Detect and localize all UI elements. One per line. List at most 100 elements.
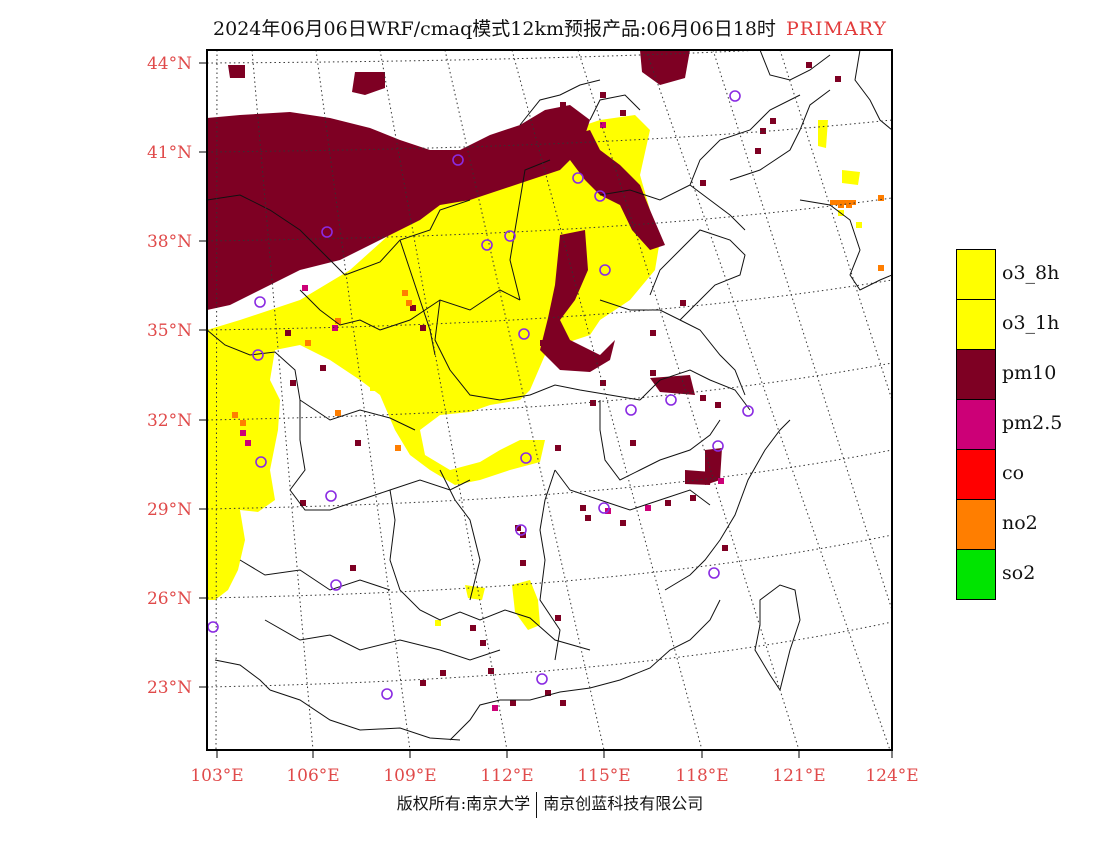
pm10-region-north bbox=[207, 105, 590, 310]
lon-label: 118°E bbox=[675, 766, 728, 786]
station-marker bbox=[381, 688, 393, 700]
legend-label: no2 bbox=[1002, 512, 1038, 534]
station-marker bbox=[712, 440, 724, 452]
legend-item: co bbox=[956, 449, 1096, 500]
latitude-labels: 44°N 41°N 38°N 35°N 32°N 29°N 26°N 23°N bbox=[147, 54, 192, 698]
grid-cell bbox=[878, 195, 884, 201]
station-marker bbox=[520, 452, 532, 464]
station-marker bbox=[254, 296, 266, 308]
grid-cell bbox=[240, 420, 246, 426]
station-marker bbox=[729, 90, 741, 102]
title-text: 2024年06月06日WRF/cmaq模式12km预报产品:06月06日18时 bbox=[213, 18, 776, 40]
station-marker bbox=[504, 230, 516, 242]
legend-item: o3_1h bbox=[956, 299, 1096, 350]
station-marker bbox=[599, 264, 611, 276]
station-marker bbox=[518, 328, 530, 340]
grid-cell bbox=[350, 565, 356, 571]
grid-cell bbox=[290, 380, 296, 386]
legend-item: o3_8h bbox=[956, 249, 1096, 300]
legend-label: pm2.5 bbox=[1002, 412, 1063, 434]
legend-item: so2 bbox=[956, 549, 1096, 600]
grid-cell bbox=[520, 560, 526, 566]
grid-cell bbox=[300, 500, 306, 506]
graticule bbox=[207, 50, 892, 750]
grid-cell bbox=[590, 400, 596, 406]
legend-swatch bbox=[956, 249, 996, 300]
grid-cell bbox=[770, 118, 776, 124]
grid-cell bbox=[580, 505, 586, 511]
grid-cell bbox=[492, 705, 498, 711]
no2-streak bbox=[830, 200, 856, 205]
grid-cell bbox=[430, 215, 436, 221]
station-marker bbox=[572, 172, 584, 184]
station-marker bbox=[625, 404, 637, 416]
legend-label: co bbox=[1002, 462, 1025, 484]
legend-swatch bbox=[956, 349, 996, 400]
grid-cell bbox=[600, 380, 606, 386]
grid-cell bbox=[755, 148, 761, 154]
grid-cell bbox=[335, 318, 341, 324]
grid-cell bbox=[355, 440, 361, 446]
grid-cell bbox=[700, 180, 706, 186]
grid-cell bbox=[320, 365, 326, 371]
grid-cell bbox=[305, 340, 311, 346]
grid-cell bbox=[806, 62, 812, 68]
grid-cell bbox=[700, 395, 706, 401]
legend-swatch bbox=[956, 549, 996, 600]
copyright-footer: 版权所有:南京大学 南京创蓝科技有限公司 bbox=[0, 790, 1100, 818]
lon-label: 112°E bbox=[480, 766, 533, 786]
grid-cell bbox=[555, 615, 561, 621]
map-title: 2024年06月06日WRF/cmaq模式12km预报产品:06月06日18时 P… bbox=[0, 14, 1100, 41]
grid-cell bbox=[285, 330, 291, 336]
lon-label: 115°E bbox=[577, 766, 630, 786]
legend-label: o3_8h bbox=[1002, 262, 1060, 284]
grid-cell bbox=[540, 340, 546, 346]
grid-cell bbox=[585, 515, 591, 521]
legend-label: pm10 bbox=[1002, 362, 1057, 384]
grid-cell bbox=[335, 410, 341, 416]
lat-label: 41°N bbox=[147, 143, 192, 163]
lon-label: 106°E bbox=[286, 766, 339, 786]
legend-label: o3_1h bbox=[1002, 312, 1060, 334]
pollutant-field bbox=[207, 50, 892, 750]
station-marker bbox=[325, 490, 337, 502]
lat-label: 32°N bbox=[147, 411, 192, 431]
grid-cell bbox=[690, 495, 696, 501]
grid-cell bbox=[560, 700, 566, 706]
lat-label: 38°N bbox=[147, 232, 192, 252]
lat-label: 35°N bbox=[147, 321, 192, 341]
longitude-labels: 103°E 106°E 109°E 112°E 115°E 118°E 121°E 124°E bbox=[190, 766, 918, 786]
lat-label: 26°N bbox=[147, 589, 192, 609]
station-marker bbox=[330, 579, 342, 591]
copyright-right: 南京创蓝科技有限公司 bbox=[543, 794, 704, 813]
station-marker bbox=[255, 456, 267, 468]
grid-cell bbox=[620, 520, 626, 526]
legend-item: pm2.5 bbox=[956, 399, 1096, 450]
grid-cell bbox=[435, 620, 441, 626]
legend-label: so2 bbox=[1002, 562, 1036, 584]
station-markers bbox=[207, 90, 754, 700]
pm10-patch-anhui bbox=[685, 470, 712, 485]
pm10-patch-topleft bbox=[228, 65, 245, 78]
grid-cell bbox=[420, 680, 426, 686]
grid-cell bbox=[878, 265, 884, 271]
footer-separator bbox=[536, 791, 538, 818]
o3-patch-east bbox=[842, 170, 860, 185]
legend: o3_8h o3_1h pm10 pm2.5 co no2 so2 bbox=[956, 249, 1096, 600]
station-marker bbox=[598, 502, 610, 514]
grid-cell bbox=[650, 330, 656, 336]
legend-swatch bbox=[956, 449, 996, 500]
grid-cell bbox=[718, 478, 724, 484]
grid-cell bbox=[240, 430, 246, 436]
grid-cell bbox=[332, 325, 338, 331]
station-marker bbox=[742, 405, 754, 417]
o3-region bbox=[207, 115, 660, 600]
scattered-cells bbox=[232, 62, 884, 711]
station-marker bbox=[594, 190, 606, 202]
station-marker bbox=[708, 567, 720, 579]
grid-cell bbox=[560, 102, 566, 108]
axis-ticks bbox=[199, 62, 893, 758]
lon-label: 121°E bbox=[772, 766, 825, 786]
grid-cell bbox=[406, 300, 412, 306]
grid-cell bbox=[245, 440, 251, 446]
